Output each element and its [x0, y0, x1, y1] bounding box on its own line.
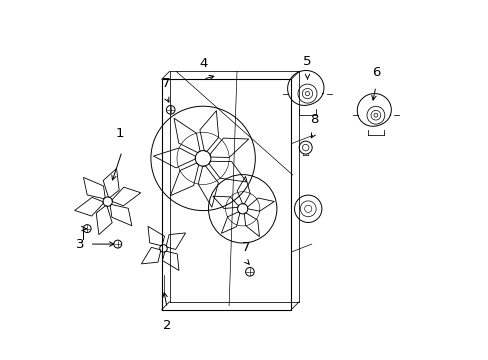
Text: 8: 8: [309, 113, 318, 126]
Text: 4: 4: [199, 57, 207, 70]
Text: 6: 6: [371, 66, 379, 79]
Text: 1: 1: [116, 127, 124, 140]
Text: 3: 3: [76, 238, 85, 251]
Text: 5: 5: [303, 55, 311, 68]
Text: 7: 7: [242, 241, 250, 254]
Text: 7: 7: [162, 77, 170, 90]
Text: 2: 2: [163, 319, 171, 332]
